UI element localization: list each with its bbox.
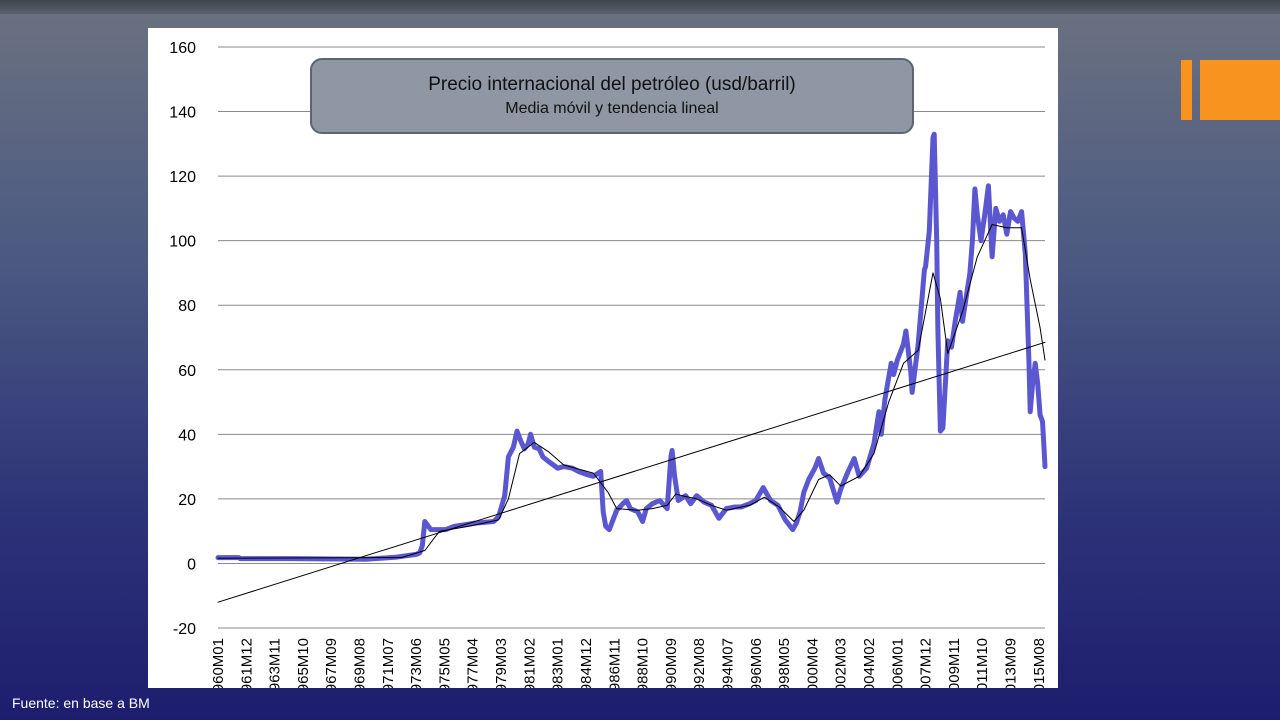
x-tick-label: 2002M03	[833, 638, 850, 688]
chart-title-box: Precio internacional del petróleo (usd/b…	[310, 58, 914, 134]
chart-title: Precio internacional del petróleo (usd/b…	[428, 74, 796, 95]
accent-bar	[1181, 60, 1192, 120]
accent-block	[1200, 60, 1280, 120]
series-line-price	[215, 131, 1048, 562]
x-tick-label: 1969M08	[352, 638, 369, 688]
x-tick-label: 1990M09	[663, 638, 680, 688]
x-tick-label: 1977M04	[465, 638, 482, 688]
x-tick-label: 2000M04	[804, 638, 821, 688]
chart-panel: -20 0 20 40 60 80 100 120 140 160 1960M01 1961M12 1…	[148, 28, 1058, 688]
chart-subtitle: Media móvil y tendencia lineal	[505, 100, 719, 117]
y-tick-label: 0	[187, 556, 196, 573]
y-tick-label: 80	[178, 298, 196, 315]
y-tick-label: 20	[178, 492, 196, 509]
x-tick-label: 1960M01	[210, 638, 227, 688]
x-tick-label: 2007M12	[918, 638, 935, 688]
x-tick-label: 1988M10	[635, 638, 652, 688]
y-tick-label: 60	[178, 363, 196, 380]
x-tick-label: 1971M07	[380, 638, 397, 688]
oil-price-chart: -20 0 20 40 60 80 100 120 140 160 1960M01 1961M12 1…	[169, 40, 1048, 688]
x-tick-label: 1981M02	[521, 638, 538, 688]
x-tick-label: 1975M05	[436, 638, 453, 688]
x-tick-label: 1992M08	[691, 638, 708, 688]
x-tick-label: 2004M02	[861, 638, 878, 688]
x-tick-label: 1994M07	[719, 638, 736, 688]
x-tick-label: 2015M08	[1031, 638, 1048, 688]
x-tick-label: 2013M09	[1003, 638, 1020, 688]
x-tick-label: 1979M03	[493, 638, 510, 688]
x-tick-label: 1965M10	[295, 638, 312, 688]
x-tick-label: 1973M06	[408, 638, 425, 688]
x-tick-label: 1996M06	[748, 638, 765, 688]
x-tick-label: 1986M11	[606, 638, 623, 688]
x-tick-label: 1984M12	[578, 638, 595, 688]
y-tick-label: 40	[178, 427, 196, 444]
x-tick-label: 2009M11	[946, 638, 963, 688]
x-tick-label: 2006M01	[889, 638, 906, 688]
source-note: Fuente: en base a BM	[12, 695, 150, 711]
x-tick-label: 1967M09	[323, 638, 340, 688]
y-tick-label: 140	[169, 105, 196, 122]
x-tick-label: 1998M05	[776, 638, 793, 688]
series-line-moving-avg	[217, 224, 1046, 559]
y-tick-label: 160	[169, 40, 196, 57]
y-tick-label: 100	[169, 234, 196, 251]
series-line-trend	[217, 341, 1046, 603]
x-tick-label: 2011M10	[974, 638, 991, 688]
top-bar	[0, 0, 1280, 14]
x-tick-label: 1983M01	[550, 638, 567, 688]
x-tick-label: 1961M12	[238, 638, 255, 688]
y-tick-label: 120	[169, 169, 196, 186]
x-tick-label: 1963M11	[267, 638, 284, 688]
y-tick-label: -20	[173, 621, 196, 638]
